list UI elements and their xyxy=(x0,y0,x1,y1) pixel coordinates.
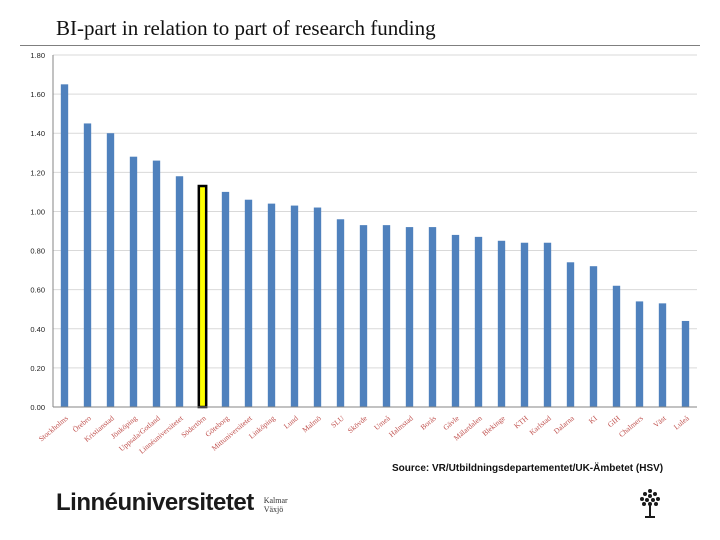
bar xyxy=(428,227,437,407)
logo-location-vaxjo: Växjö xyxy=(263,505,284,514)
x-category-label: Chalmers xyxy=(617,414,645,439)
bar xyxy=(152,160,161,407)
bar xyxy=(175,176,184,407)
grid-lines xyxy=(53,54,697,369)
x-category-label: Stockholms xyxy=(37,414,70,444)
bar xyxy=(359,225,368,407)
y-tick-label: 1.60 xyxy=(30,90,45,99)
y-tick-label: 1.00 xyxy=(30,207,45,216)
bar xyxy=(566,262,575,407)
x-category-label: Södertörn xyxy=(179,413,208,439)
x-category-label: Luleå xyxy=(672,413,691,431)
bar xyxy=(635,301,644,407)
logo-wordmark: Linnéuniversitetet xyxy=(56,489,254,516)
y-tick-label: 0.60 xyxy=(30,286,45,295)
logo-locations: Kalmar Växjö xyxy=(264,496,288,516)
bar xyxy=(106,133,115,407)
bars xyxy=(60,84,690,409)
category-labels: Stockholms ÖrebroKristianstadJönköpingUpp… xyxy=(37,413,691,456)
x-category-label: Väst xyxy=(651,413,668,429)
bar xyxy=(474,236,483,407)
tree-icon xyxy=(640,489,660,518)
bar xyxy=(290,205,299,407)
bar xyxy=(543,242,552,407)
bar xyxy=(612,285,621,407)
y-tick-label: 0.40 xyxy=(30,325,45,334)
chart-title: BI-part in relation to part of research … xyxy=(56,16,436,40)
bar xyxy=(658,303,667,407)
bar xyxy=(129,156,138,407)
bar xyxy=(336,219,345,407)
bar xyxy=(405,227,414,407)
x-category-label: Blekinge xyxy=(480,413,507,438)
source-note: Source: VR/Utbildningsdepartementet/UK-Ä… xyxy=(392,463,664,474)
bar xyxy=(451,234,460,407)
x-category-label: SLU xyxy=(329,413,346,429)
y-tick-label: 1.20 xyxy=(30,168,45,177)
bar xyxy=(83,123,92,407)
y-tick-label: 0.00 xyxy=(30,403,45,412)
x-category-label: Malmö xyxy=(300,413,323,434)
axes xyxy=(52,55,697,408)
y-tick-label: 0.20 xyxy=(30,364,45,373)
title-divider xyxy=(20,45,700,46)
bar-highlighted xyxy=(197,184,208,409)
university-logo: Linnéuniversitetet Kalmar Växjö xyxy=(56,490,288,516)
bar xyxy=(681,320,690,407)
y-tick-label: 0.80 xyxy=(30,247,45,256)
bar xyxy=(267,203,276,407)
x-category-label: GIH xyxy=(606,413,622,429)
bar xyxy=(60,84,69,407)
bar xyxy=(589,266,598,407)
y-tick-label: 1.40 xyxy=(30,129,45,138)
bar xyxy=(313,207,322,407)
x-category-label: KI xyxy=(587,413,599,425)
bar xyxy=(244,199,253,407)
bar xyxy=(497,240,506,407)
x-category-label: Linköping xyxy=(247,413,277,440)
y-tick-label: 1.80 xyxy=(30,51,45,60)
x-category-label: Halmstad xyxy=(387,413,415,439)
bar-chart: 0.00 0.20 0.40 0.60 0.80 1.00 1.20 1.40 1.60 1.80… xyxy=(30,51,697,456)
bar xyxy=(520,242,529,407)
x-category-label: Borås xyxy=(419,414,438,432)
x-category-label: KTH xyxy=(512,413,530,430)
x-category-label: Skövde xyxy=(346,413,370,435)
y-tick-labels: 0.00 0.20 0.40 0.60 0.80 1.00 1.20 1.40 1.60 1.80 xyxy=(30,51,45,412)
x-category-label: Karlstad xyxy=(528,413,553,436)
bar xyxy=(382,225,391,407)
x-category-label: Dalarna xyxy=(552,413,576,436)
logo-location-kalmar: Kalmar xyxy=(263,496,288,505)
x-category-label: Lund xyxy=(282,413,300,430)
bar xyxy=(221,191,230,407)
